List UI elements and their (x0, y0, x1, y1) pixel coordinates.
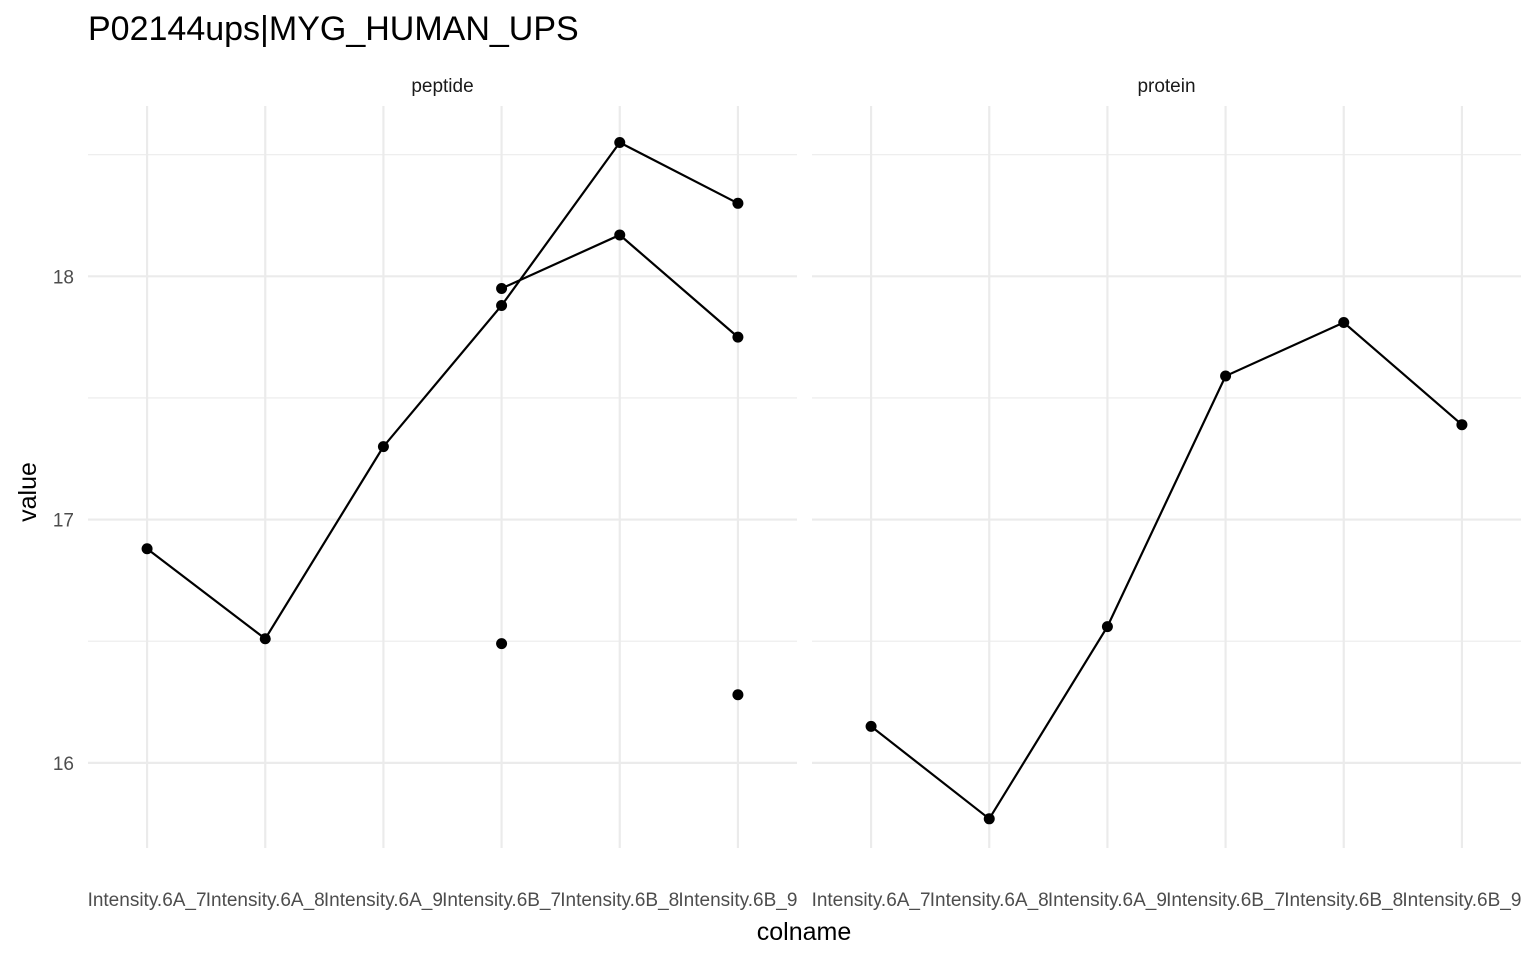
series-line (870, 321, 1463, 821)
data-point (732, 689, 744, 701)
data-point (732, 331, 744, 343)
data-point (1220, 370, 1232, 382)
data-point (614, 229, 626, 241)
x-tick-label: Intensity.6A_8 (206, 890, 325, 911)
chart-title: P02144ups|MYG_HUMAN_UPS (88, 10, 579, 48)
data-point (1338, 317, 1350, 329)
data-point (141, 543, 153, 555)
x-tick-label: Intensity.6A_7 (812, 890, 931, 911)
x-tick-label: Intensity.6B_9 (678, 890, 797, 911)
data-point (614, 136, 626, 148)
x-tick-label: Intensity.6B_8 (560, 890, 679, 911)
x-axis-title: colname (757, 918, 852, 946)
x-tick-label: Intensity.6A_9 (324, 890, 443, 911)
data-point (377, 441, 389, 453)
data-point (259, 633, 271, 645)
x-tick-label: Intensity.6B_7 (442, 890, 561, 911)
x-tick-label: Intensity.6B_8 (1284, 890, 1403, 911)
data-point (732, 197, 744, 209)
data-point (1456, 419, 1468, 431)
y-tick-label: 16 (53, 754, 74, 775)
series-line (146, 141, 739, 641)
y-tick-label: 18 (53, 267, 74, 288)
data-point (496, 282, 508, 294)
y-axis-title: value (14, 462, 42, 522)
x-tick-label: Intensity.6A_8 (930, 890, 1049, 911)
x-tick-label: Intensity.6A_7 (88, 890, 207, 911)
data-point (865, 720, 877, 732)
data-point (496, 299, 508, 311)
y-tick-label: 17 (53, 511, 74, 532)
x-tick-label: Intensity.6B_7 (1166, 890, 1285, 911)
data-point (496, 638, 508, 650)
x-tick-label: Intensity.6A_9 (1048, 890, 1167, 911)
data-point (983, 813, 995, 825)
x-tick-label: Intensity.6B_9 (1402, 890, 1521, 911)
facet-strip-label: peptide (411, 76, 473, 97)
data-point (1101, 621, 1113, 633)
facet-strip-label: protein (1137, 76, 1195, 97)
